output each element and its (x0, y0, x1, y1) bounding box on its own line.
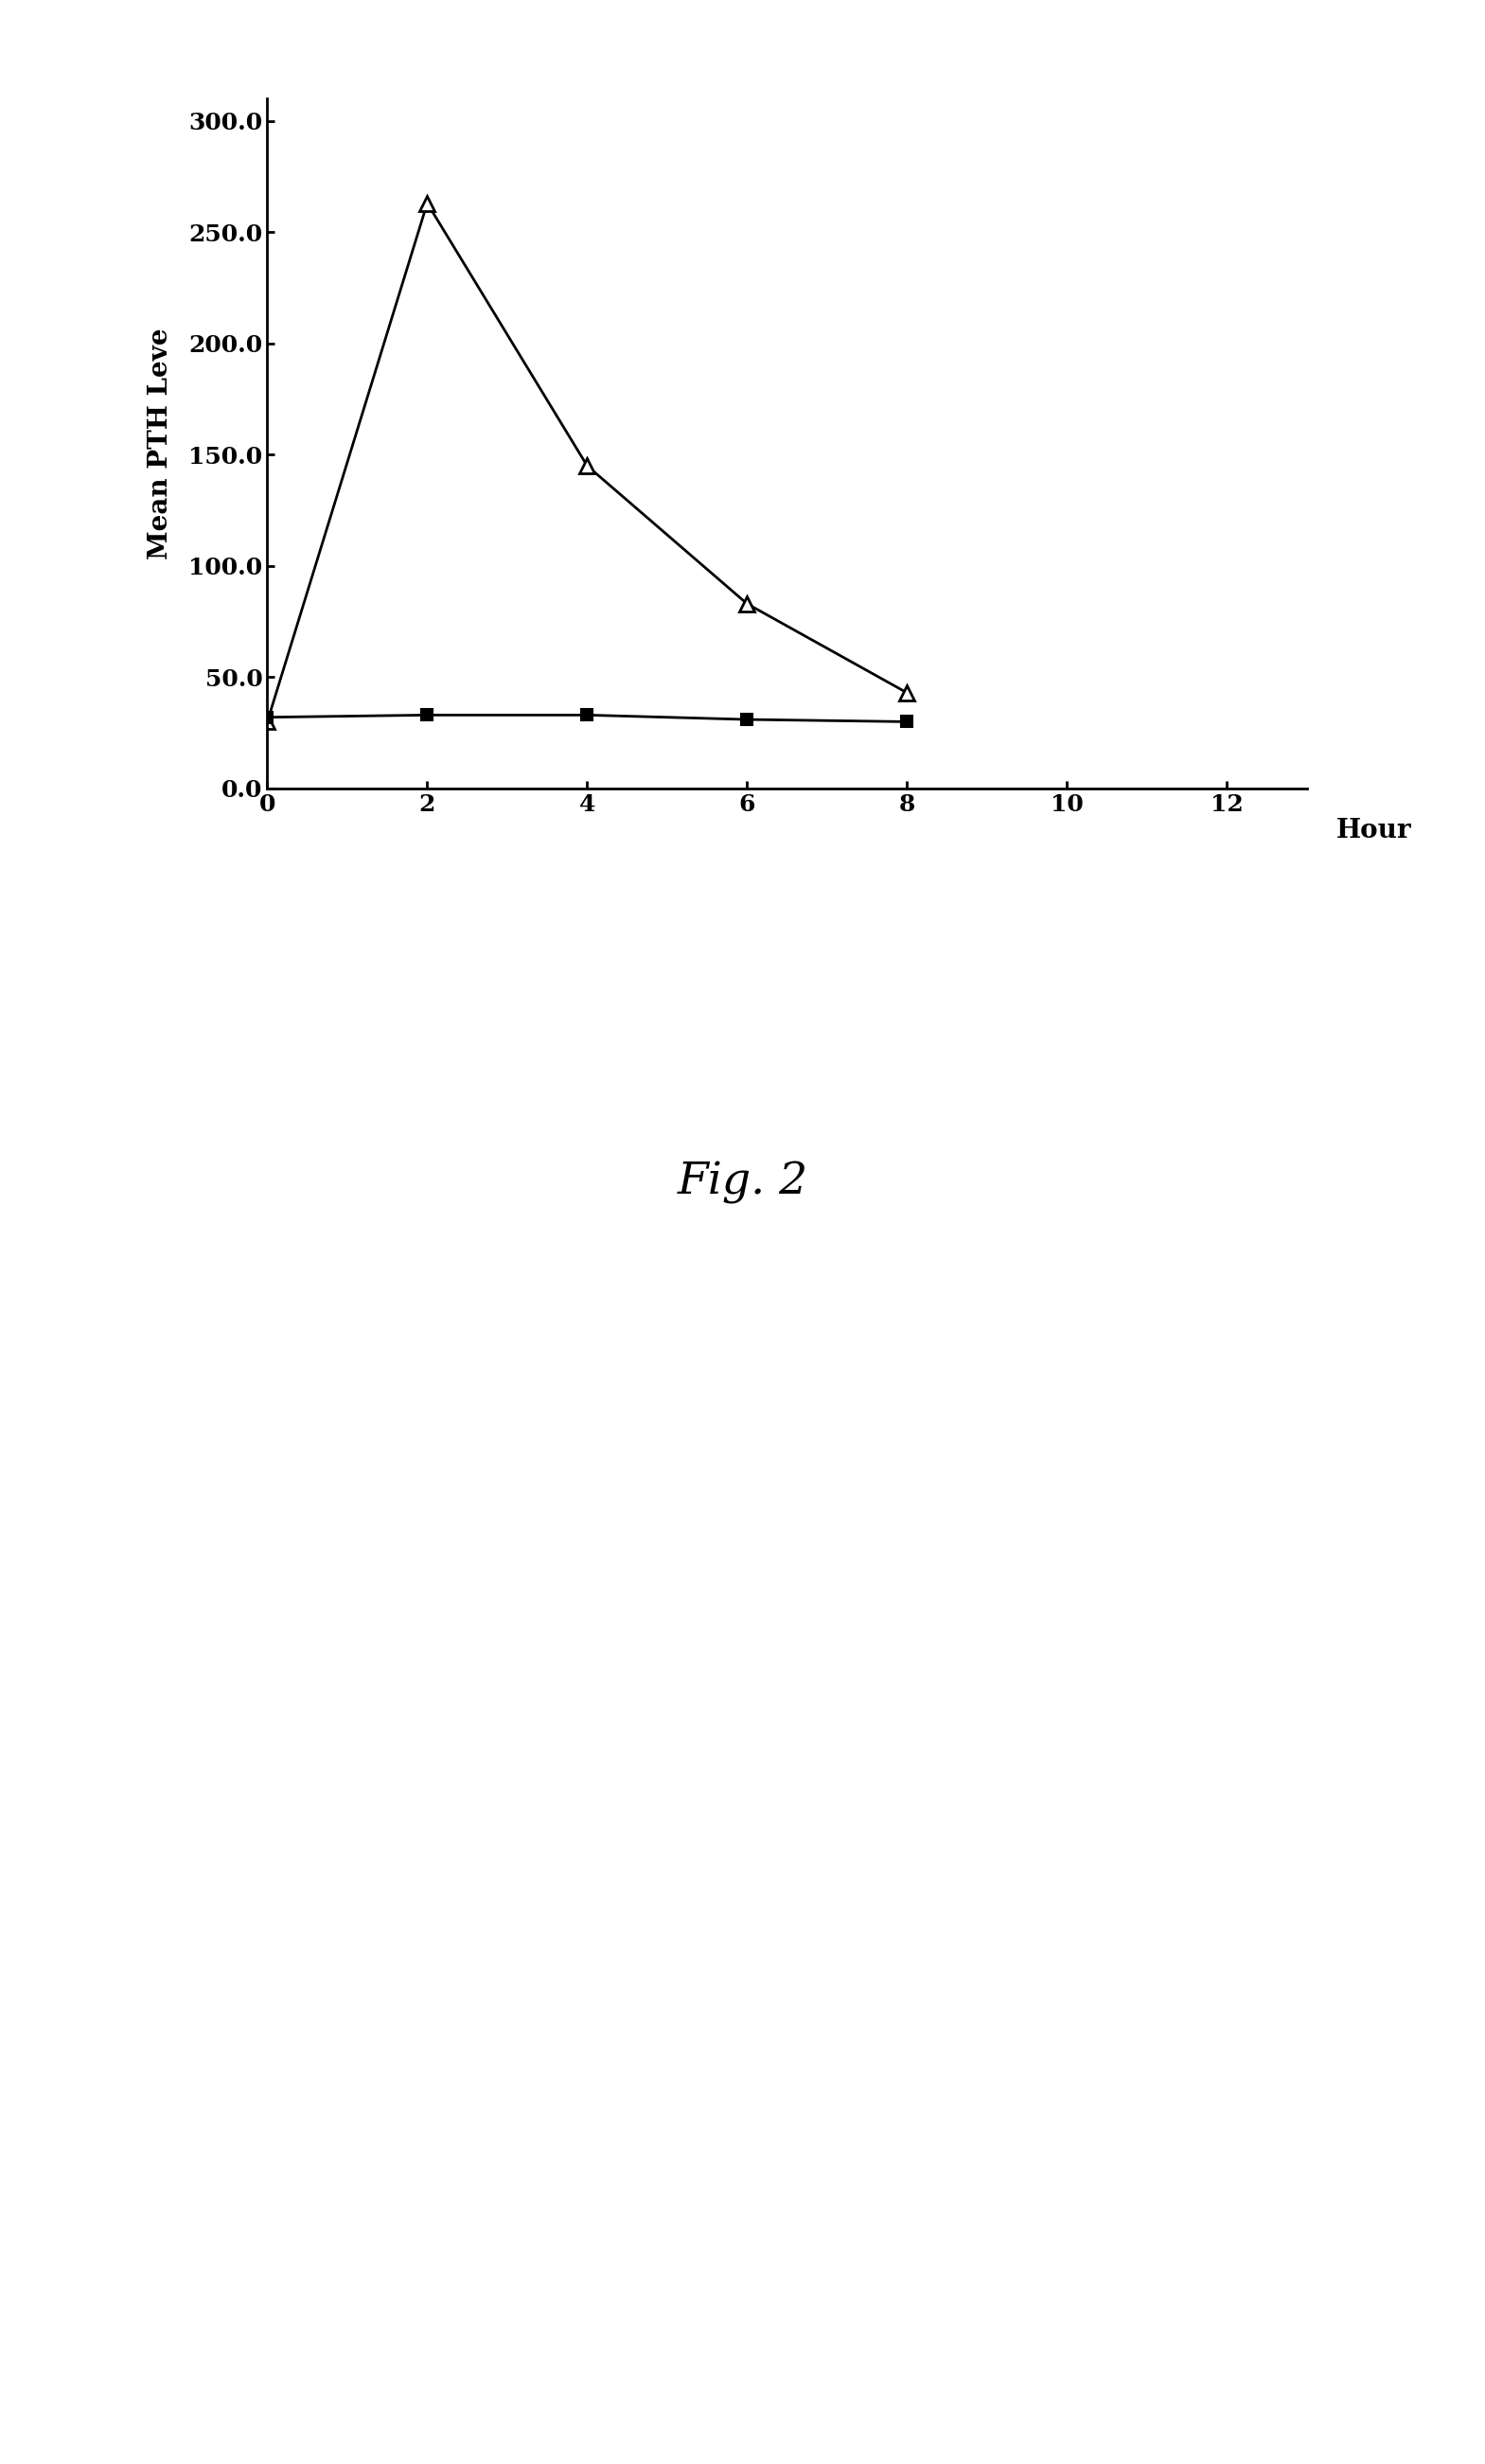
Y-axis label: Mean PTH Leve: Mean PTH Leve (147, 328, 172, 559)
Text: Fig. 2: Fig. 2 (677, 1161, 808, 1205)
Text: Hour: Hour (1337, 818, 1412, 843)
